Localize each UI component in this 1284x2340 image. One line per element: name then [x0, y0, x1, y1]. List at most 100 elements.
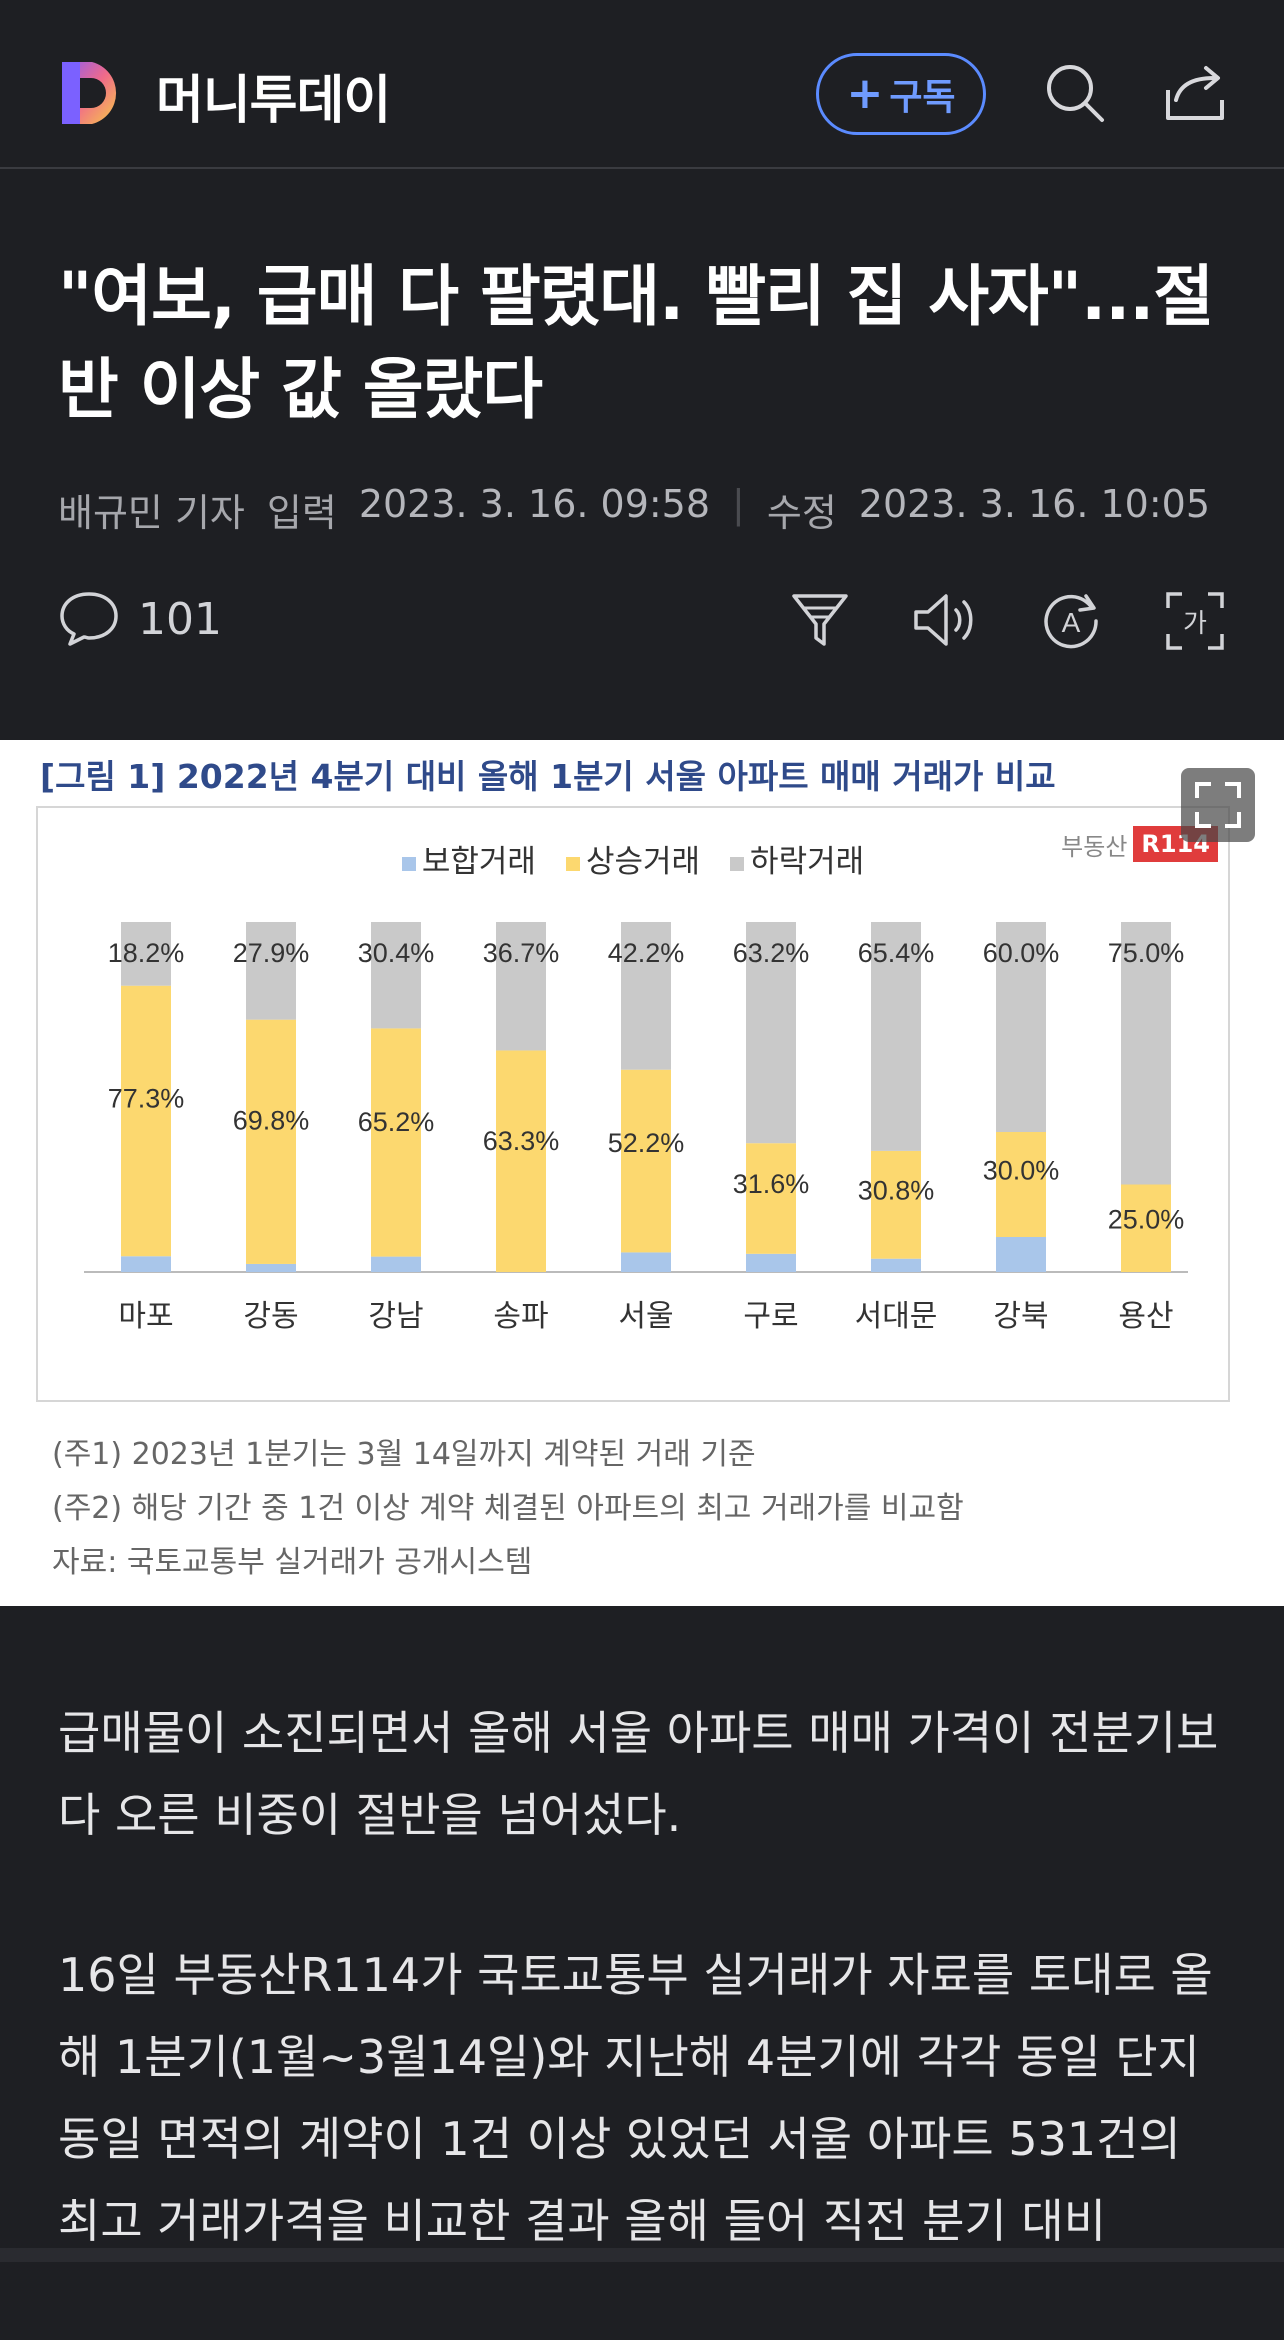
data-label: 52.2% [608, 1128, 685, 1158]
legend-swatch [565, 856, 580, 871]
bar-segment [746, 1253, 796, 1272]
bar-segment [246, 1263, 296, 1272]
data-label: 63.2% [733, 938, 810, 968]
bar-segment [871, 1258, 921, 1272]
article-figure[interactable]: [그림 1] 2022년 4분기 대비 올해 1분기 서울 아파트 매매 거래가… [0, 740, 1284, 1606]
article-toolbar: 101 A 가 [58, 590, 1226, 654]
data-label: 65.2% [358, 1107, 435, 1137]
fullscreen-icon [1195, 782, 1241, 828]
figure-note: (주2) 해당 기간 중 1건 이상 계약 체결된 아파트의 최고 거래가를 비… [52, 1491, 964, 1526]
figure-source: 자료: 국토교통부 실거래가 공개시스템 [52, 1545, 533, 1580]
figure-notes: (주1) 2023년 1분기는 3월 14일까지 계약된 거래 기준 (주2) … [52, 1428, 964, 1590]
bar-segment [371, 1028, 421, 1257]
category-label: 용산 [1118, 1299, 1173, 1334]
bar-segment [121, 985, 171, 1257]
category-label: 강북 [993, 1299, 1048, 1334]
comment-icon [60, 592, 118, 646]
bar-segment [871, 1150, 921, 1259]
share-icon[interactable] [1164, 60, 1226, 122]
article-tools: A 가 [790, 590, 1226, 652]
data-label: 27.9% [233, 938, 310, 968]
category-label: 강동 [243, 1299, 298, 1334]
stacked-bar-chart: 77.3% 18.2% 마포 69.8% 27.9% 강동 65.2% 30.4% 강남 63.3… [84, 922, 1188, 1334]
bar-segment [496, 922, 546, 1051]
subscribe-button[interactable]: + 구독 [816, 53, 986, 135]
bar-segment [871, 922, 921, 1151]
data-label: 42.2% [608, 938, 685, 968]
summary-filter-icon[interactable] [790, 590, 850, 650]
bar-segment [621, 1252, 671, 1272]
legend-item: 상승거래 [565, 836, 701, 881]
edit-label: 수정 [766, 491, 837, 535]
figure-note: (주1) 2023년 1분기는 3월 14일까지 계약된 거래 기준 [52, 1437, 756, 1472]
legend-swatch [401, 856, 416, 871]
bar-segment [371, 1256, 421, 1272]
author-name[interactable]: 배규민 기자 [58, 491, 245, 535]
bar-segment [121, 922, 171, 986]
bar-segment [121, 1256, 171, 1272]
input-label: 입력 [266, 491, 337, 535]
brand-name[interactable]: 머니투데이 [156, 71, 391, 131]
input-time: 2023. 3. 16. 09:58 [358, 482, 711, 526]
category-label: 마포 [118, 1299, 173, 1334]
legend-item: 하락거래 [730, 836, 864, 881]
translate-icon[interactable]: A [1040, 590, 1102, 652]
body-paragraph: 16일 부동산R114가 국토교통부 실거래가 자료를 토대로 올해 1분기(1… [58, 1948, 1213, 2248]
comment-count: 101 [138, 593, 222, 645]
data-label: 63.3% [483, 1126, 560, 1156]
bar-segment [621, 1069, 671, 1253]
plus-icon: + [846, 68, 884, 119]
r114-logo-text: 부동산 [1061, 832, 1128, 861]
chart-box: 보합거래 상승거래 하락거래 부동산 R114 77.3% 18.2% 마포 69.8% 2… [36, 806, 1230, 1402]
legend-label: 보합거래 [421, 844, 536, 880]
brand-logo-icon[interactable] [58, 58, 128, 128]
search-icon[interactable] [1044, 62, 1106, 124]
figure-title: [그림 1] 2022년 4분기 대비 올해 1분기 서울 아파트 매매 거래가… [40, 757, 1056, 796]
meta-divider: | [732, 482, 745, 526]
legend-item: 보합거래 [401, 836, 536, 881]
legend-label: 하락거래 [750, 844, 865, 880]
bar-segment [996, 922, 1046, 1132]
body-paragraph: 급매물이 소진되면서 올해 서울 아파트 매매 가격이 전분기보다 오른 비중이… [58, 1706, 1219, 1842]
bar-segment [621, 922, 671, 1070]
bar-segment [996, 1132, 1046, 1237]
category-label: 서대문 [855, 1299, 938, 1334]
bar-segment [996, 1237, 1046, 1272]
bar-segment [746, 922, 796, 1144]
speaker-icon[interactable] [912, 590, 978, 650]
data-label: 18.2% [108, 938, 185, 968]
font-size-icon[interactable]: 가 [1164, 590, 1226, 652]
subscribe-label: 구독 [889, 77, 956, 118]
category-label: 서울 [618, 1299, 673, 1334]
category-label: 송파 [493, 1299, 548, 1334]
data-label: 30.4% [358, 938, 435, 968]
data-label: 25.0% [1108, 1205, 1185, 1235]
article-title: "여보, 급매 다 팔렸대. 빨리 집 사자"...절반 이상 값 올랐다 [58, 258, 1214, 428]
data-label: 60.0% [983, 938, 1060, 968]
svg-text:A: A [1062, 607, 1081, 638]
legend-swatch [730, 856, 745, 871]
bar-segment [246, 922, 296, 1020]
svg-text:가: 가 [1183, 609, 1207, 639]
data-label: 30.0% [983, 1155, 1060, 1185]
bar-segment [1121, 1184, 1171, 1272]
data-label: 69.8% [233, 1106, 310, 1136]
data-label: 30.8% [858, 1175, 935, 1205]
expand-image-button[interactable] [1181, 768, 1255, 842]
category-label: 구로 [743, 1299, 798, 1334]
edit-time: 2023. 3. 16. 10:05 [858, 482, 1211, 526]
top-bar: 머니투데이 + 구독 [0, 0, 1284, 169]
bar-segment [1121, 922, 1171, 1185]
bar-segment [371, 922, 421, 1029]
legend-label: 상승거래 [585, 844, 701, 880]
bar-segment [746, 1143, 796, 1254]
bottom-edge [0, 2248, 1284, 2262]
r114-logo-mark: R114 [1133, 826, 1218, 862]
article-body: 급매물이 소진되면서 올해 서울 아파트 매매 가격이 전분기보다 오른 비중이… [58, 1692, 1230, 2340]
bar-segment [246, 1019, 296, 1264]
data-label: 31.6% [733, 1169, 810, 1199]
comment-button[interactable]: 101 [58, 590, 222, 648]
data-label: 75.0% [1108, 938, 1185, 968]
chart-legend: 보합거래 상승거래 하락거래 [38, 836, 1228, 881]
data-label: 36.7% [483, 938, 560, 968]
